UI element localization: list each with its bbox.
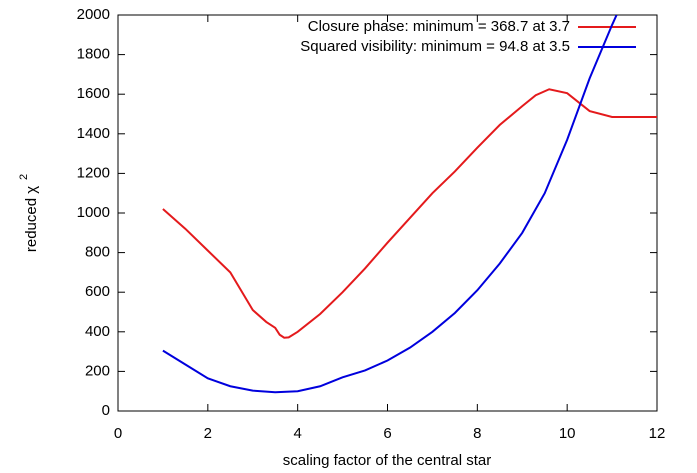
y-tick-label: 1800 (77, 46, 110, 63)
series-line (162, 88, 657, 339)
y-tick-label: 0 (102, 402, 110, 419)
y-tick-label: 1200 (77, 164, 110, 181)
series-line (162, 15, 618, 394)
y-tick-label: 2000 (77, 6, 110, 23)
y-tick-label: 1000 (77, 204, 110, 221)
y-tick-label: 600 (85, 283, 110, 300)
x-tick-label: 4 (293, 425, 301, 442)
x-tick-label: 0 (114, 425, 122, 442)
y-tick-label: 1600 (77, 85, 110, 102)
x-tick-label: 8 (473, 425, 481, 442)
y-axis-label: reduced χ (23, 186, 40, 252)
x-axis-label: scaling factor of the central star (283, 452, 491, 469)
y-tick-label: 1400 (77, 125, 110, 142)
plot-frame (117, 14, 658, 412)
y-tick-label: 200 (85, 362, 110, 379)
legend-label: Closure phase: minimum = 368.7 at 3.7 (308, 18, 570, 35)
y-tick-label: 400 (85, 323, 110, 340)
y-tick-label: 800 (85, 244, 110, 261)
y-axis-label-group: reduced χ 2 (18, 174, 40, 252)
x-tick-label: 6 (383, 425, 391, 442)
x-tick-label: 12 (649, 425, 666, 442)
x-tick-label: 10 (559, 425, 576, 442)
legend-label: Squared visibility: minimum = 94.8 at 3.… (300, 38, 570, 55)
x-tick-label: 2 (204, 425, 212, 442)
y-axis-label-superscript: 2 (18, 174, 30, 180)
